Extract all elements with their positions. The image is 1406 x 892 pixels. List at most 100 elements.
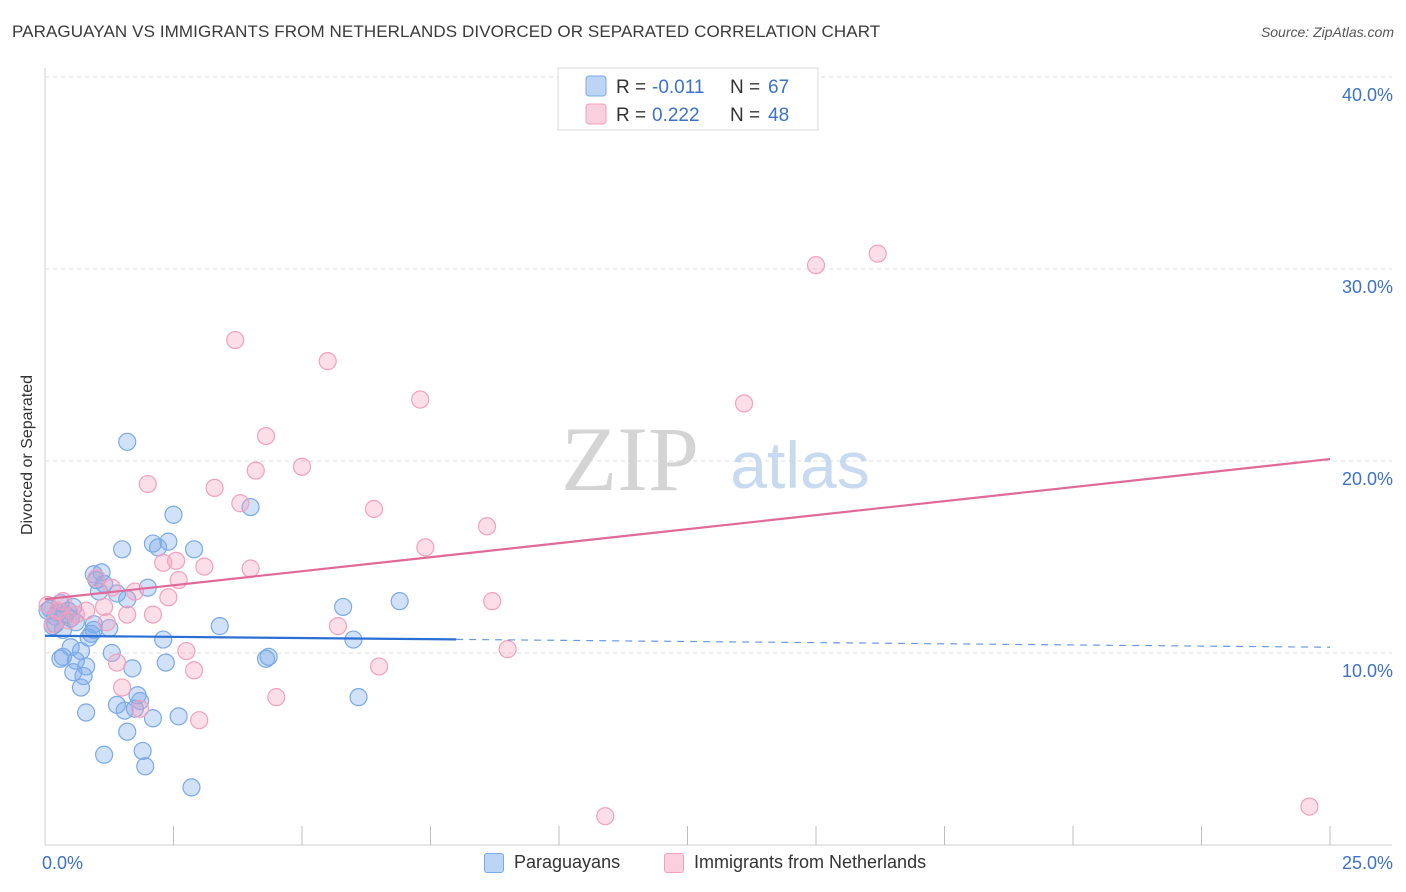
stats-n-label-s0: N = bbox=[730, 77, 760, 98]
data-point-s1-24 bbox=[190, 711, 209, 730]
data-point-s1-13 bbox=[118, 605, 137, 624]
data-point-s1-43 bbox=[596, 807, 615, 826]
source-label: Source: ZipAtlas.com bbox=[1260, 24, 1394, 40]
x-tick-label-0: 0.0% bbox=[42, 853, 83, 873]
data-point-s0-43 bbox=[156, 653, 175, 672]
data-point-s0-13 bbox=[61, 638, 80, 657]
legend-item-netherlands[interactable]: Immigrants from Netherlands bbox=[664, 852, 926, 873]
data-point-s0-51 bbox=[256, 649, 276, 668]
data-point-s1-31 bbox=[256, 426, 276, 446]
data-point-s1-32 bbox=[267, 688, 286, 707]
data-point-s0-42 bbox=[154, 630, 173, 649]
stats-n-label-s1: N = bbox=[730, 105, 760, 126]
data-point-s1-30 bbox=[246, 461, 265, 480]
trend-line-solid-s0 bbox=[44, 634, 457, 641]
data-point-s1-25 bbox=[195, 557, 214, 576]
data-point-s1-17 bbox=[143, 605, 163, 624]
data-point-s1-47 bbox=[1300, 797, 1319, 816]
data-point-s0-25 bbox=[71, 678, 91, 697]
data-point-s1-16 bbox=[138, 474, 157, 494]
data-point-s0-56 bbox=[390, 592, 409, 611]
data-point-s1-36 bbox=[364, 499, 384, 519]
stats-n-value-s0: 67 bbox=[768, 77, 789, 98]
stats-r-label-s1: R = bbox=[616, 105, 646, 126]
data-point-s1-9 bbox=[95, 597, 114, 617]
data-point-s1-29 bbox=[241, 559, 260, 578]
trend-line-dashed-s0 bbox=[456, 638, 1331, 648]
data-point-s1-28 bbox=[231, 494, 250, 513]
bottom-legend: Paraguayans Immigrants from Netherlands bbox=[0, 852, 1406, 878]
data-point-s0-31 bbox=[123, 659, 142, 678]
data-point-s0-41 bbox=[169, 707, 188, 726]
legend-swatch-netherlands bbox=[664, 852, 684, 873]
data-point-s0-27 bbox=[102, 643, 121, 663]
data-point-s1-42 bbox=[498, 640, 517, 659]
grid-lines bbox=[45, 76, 1392, 654]
data-point-s1-0 bbox=[38, 595, 57, 615]
stats-r-label-s0: R = bbox=[616, 77, 646, 98]
data-point-s0-44 bbox=[118, 722, 137, 741]
data-point-s0-29 bbox=[112, 540, 132, 559]
data-point-s1-26 bbox=[205, 478, 224, 497]
data-point-s0-39 bbox=[159, 532, 178, 551]
data-point-s0-47 bbox=[143, 709, 163, 728]
data-point-s0-35 bbox=[136, 757, 155, 776]
y-tick-label-2: 30.0% bbox=[1342, 277, 1393, 297]
legend-item-paraguayans[interactable]: Paraguayans bbox=[484, 852, 620, 873]
data-point-s0-64 bbox=[79, 628, 98, 647]
data-point-s1-27 bbox=[226, 330, 245, 350]
data-point-s0-66 bbox=[38, 601, 57, 620]
data-point-s1-33 bbox=[292, 457, 312, 476]
data-point-s1-46 bbox=[868, 244, 887, 263]
stats-r-value-s0: -0.011 bbox=[652, 77, 704, 98]
data-point-s0-53 bbox=[334, 597, 353, 617]
data-point-s1-35 bbox=[328, 617, 348, 636]
zipatlas-watermark: ZIP atlas bbox=[561, 408, 870, 510]
data-point-s1-3 bbox=[53, 592, 73, 611]
data-point-s1-34 bbox=[318, 352, 337, 371]
data-point-s0-18 bbox=[77, 657, 96, 676]
series-netherlands-points bbox=[38, 244, 1319, 826]
axes bbox=[44, 68, 1392, 846]
data-point-s1-19 bbox=[159, 588, 178, 607]
trend-line-solid-s1 bbox=[44, 457, 1331, 601]
chart-title: PARAGUAYAN VS IMMIGRANTS FROM NETHERLAND… bbox=[12, 22, 881, 41]
data-point-s0-26 bbox=[77, 703, 96, 722]
data-point-s1-39 bbox=[416, 538, 435, 557]
data-point-s1-14 bbox=[125, 582, 145, 601]
data-point-s1-6 bbox=[77, 601, 96, 620]
watermark-atlas: atlas bbox=[730, 428, 869, 502]
data-point-s1-40 bbox=[477, 517, 497, 536]
data-point-s0-28 bbox=[107, 584, 127, 603]
watermark-zip: ZIP bbox=[561, 408, 699, 510]
stats-legend: R = -0.011 N = 67 R = 0.222 N = 48 bbox=[557, 67, 819, 131]
trend-lines bbox=[44, 457, 1331, 648]
stats-swatch-s1 bbox=[585, 103, 607, 125]
data-point-s1-23 bbox=[184, 661, 204, 680]
data-point-s1-22 bbox=[177, 641, 196, 661]
y-tick-label-0: 10.0% bbox=[1342, 661, 1393, 681]
data-point-s0-52 bbox=[259, 647, 278, 666]
data-point-s1-8 bbox=[97, 613, 116, 632]
y-tick-label-1: 20.0% bbox=[1342, 469, 1393, 489]
series-paraguayans-points bbox=[38, 432, 409, 797]
data-point-s0-57 bbox=[118, 432, 137, 451]
data-point-s1-20 bbox=[166, 551, 186, 570]
data-point-s1-44 bbox=[734, 394, 754, 413]
data-point-s0-34 bbox=[133, 741, 152, 761]
data-point-s0-58 bbox=[182, 778, 201, 797]
data-point-s1-41 bbox=[483, 592, 502, 611]
data-point-s1-38 bbox=[411, 390, 430, 409]
data-point-s0-55 bbox=[349, 688, 368, 707]
data-point-s1-1 bbox=[43, 615, 62, 634]
stats-swatch-s0 bbox=[585, 75, 607, 97]
data-point-s0-40 bbox=[164, 505, 183, 524]
stats-n-value-s1: 48 bbox=[768, 105, 789, 126]
data-point-s1-45 bbox=[806, 256, 826, 275]
legend-swatch-paraguayans bbox=[484, 852, 504, 873]
stats-r-value-s1: 0.222 bbox=[652, 105, 700, 126]
legend-label-paraguayans: Paraguayans bbox=[514, 852, 621, 872]
data-point-s1-7 bbox=[87, 569, 106, 588]
data-point-s0-15 bbox=[66, 651, 85, 670]
